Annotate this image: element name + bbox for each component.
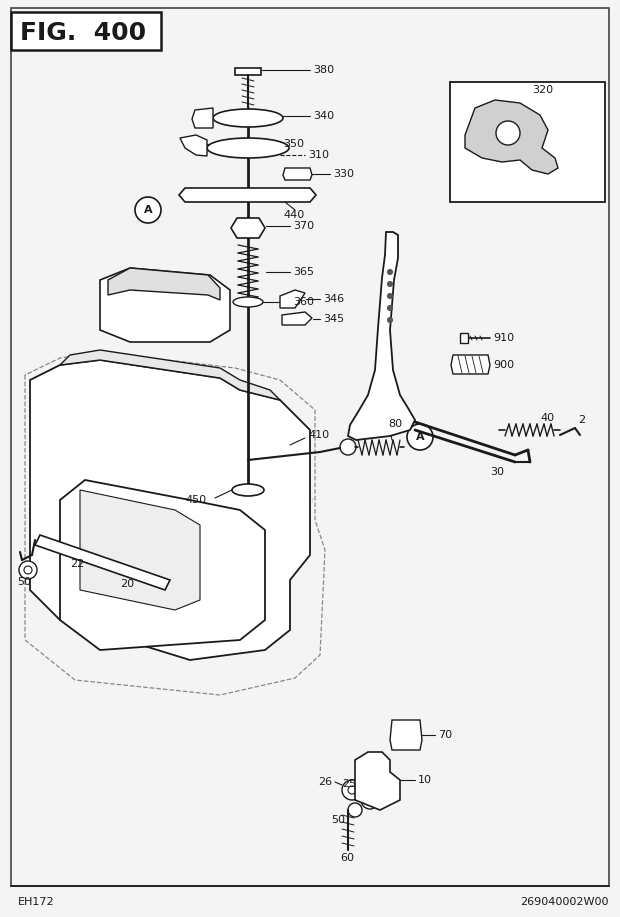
Circle shape [388,305,392,311]
Circle shape [496,121,520,145]
Text: EH172: EH172 [18,897,55,907]
Text: 310: 310 [308,150,329,160]
Circle shape [388,282,392,286]
Polygon shape [348,232,415,440]
Circle shape [342,780,362,800]
Circle shape [24,566,32,574]
Text: 50: 50 [331,815,345,825]
Text: 26: 26 [318,777,332,787]
Text: 30: 30 [490,467,504,477]
Polygon shape [451,355,490,374]
Polygon shape [460,333,468,343]
Text: 900: 900 [493,360,514,370]
Polygon shape [60,350,280,400]
Polygon shape [30,360,310,660]
Circle shape [361,791,379,809]
Text: 370: 370 [293,221,314,231]
Text: 60: 60 [340,853,354,863]
Text: FIG.  400: FIG. 400 [20,21,146,45]
Polygon shape [100,268,230,342]
Text: 410: 410 [308,430,329,440]
Text: 50: 50 [17,577,31,587]
Circle shape [388,293,392,299]
Text: 910: 910 [493,333,514,343]
Text: 340: 340 [313,111,334,121]
Polygon shape [80,490,200,610]
Text: 365: 365 [293,267,314,277]
Circle shape [366,796,374,804]
FancyBboxPatch shape [450,82,605,202]
Circle shape [340,439,356,455]
Text: 70: 70 [438,730,452,740]
Text: 40: 40 [540,413,554,423]
Text: 350: 350 [283,139,304,149]
Polygon shape [465,100,558,174]
Circle shape [348,786,356,794]
Circle shape [407,424,433,450]
Circle shape [348,803,362,817]
Text: 346: 346 [323,294,344,304]
Text: eReplacementParts.com: eReplacementParts.com [205,495,315,504]
Text: A: A [415,432,424,442]
Text: 380: 380 [313,65,334,75]
Text: 345: 345 [323,314,344,324]
Polygon shape [390,720,422,750]
Text: 25: 25 [342,779,356,789]
Text: 80: 80 [388,419,402,429]
Circle shape [135,197,161,223]
Polygon shape [235,68,261,75]
Polygon shape [60,480,265,650]
Circle shape [388,270,392,274]
Text: 10: 10 [418,775,432,785]
Circle shape [388,317,392,323]
Ellipse shape [233,297,263,307]
Text: 360: 360 [293,297,314,307]
Polygon shape [282,312,312,325]
Ellipse shape [207,138,289,158]
Polygon shape [283,168,312,180]
Ellipse shape [232,484,264,496]
Circle shape [19,561,37,579]
Text: 22: 22 [70,559,84,569]
Polygon shape [231,218,265,238]
Polygon shape [280,290,305,308]
Text: 2: 2 [578,415,585,425]
Text: 450: 450 [185,495,206,505]
Text: 330: 330 [333,169,354,179]
Polygon shape [35,535,170,590]
Text: 20: 20 [120,579,134,589]
Text: 320: 320 [532,85,553,95]
Polygon shape [180,135,207,156]
Text: 440: 440 [283,210,304,220]
Polygon shape [179,188,316,202]
FancyBboxPatch shape [11,12,161,50]
Polygon shape [355,752,400,810]
Polygon shape [108,268,220,300]
Text: 269040002W00: 269040002W00 [521,897,609,907]
Text: A: A [144,205,153,215]
Polygon shape [192,108,213,128]
Ellipse shape [213,109,283,127]
